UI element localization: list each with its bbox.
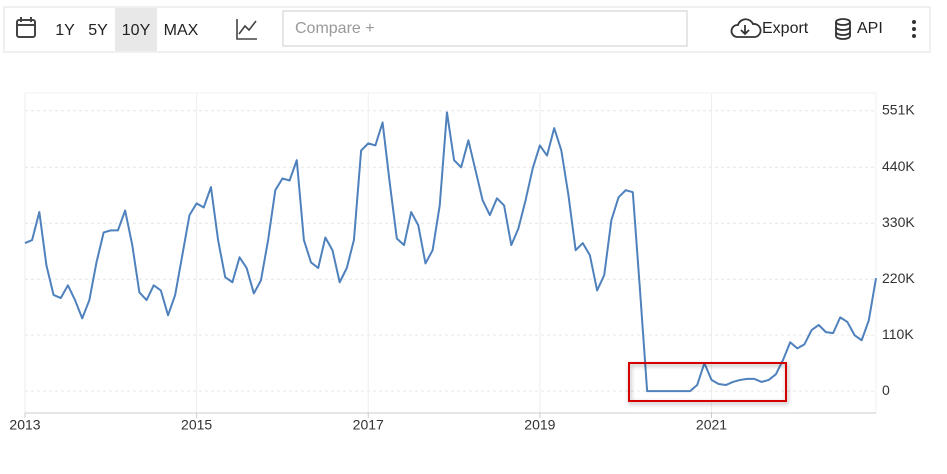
x-tick-label: 2013 <box>9 417 40 433</box>
active-range-bg <box>115 8 157 51</box>
y-tick-label: 220K <box>882 270 915 286</box>
y-tick-label: 0 <box>882 382 890 398</box>
highlight-box <box>628 362 787 402</box>
export-button[interactable]: Export <box>762 20 809 37</box>
range-button[interactable]: MAX <box>164 22 199 39</box>
range-button[interactable]: 10Y <box>122 22 151 39</box>
x-tick-label: 2017 <box>353 417 384 433</box>
toolbar: 1Y 5Y 10Y MAX Compare + Export API <box>3 6 931 53</box>
more-menu[interactable] <box>912 20 916 38</box>
y-tick-label: 110K <box>882 326 914 342</box>
y-tick-label: 440K <box>882 158 915 174</box>
y-tick-label: 330K <box>882 214 915 230</box>
x-tick-label: 2015 <box>181 417 212 433</box>
y-tick-label: 551K <box>882 102 915 118</box>
range-button[interactable]: 5Y <box>88 22 108 39</box>
plot-area: 0 110K 220K 330K 440K 551K 2013 2015 2017 2019 202… <box>9 92 915 433</box>
range-button[interactable]: 1Y <box>55 22 75 39</box>
x-tick-label: 2021 <box>696 417 727 433</box>
calendar-icon[interactable] <box>16 17 36 38</box>
api-icon[interactable] <box>835 18 851 40</box>
x-tick-label: 2019 <box>524 417 555 433</box>
data-line <box>24 111 877 393</box>
export-icon[interactable] <box>730 18 762 38</box>
compare-input[interactable] <box>282 10 688 47</box>
api-button[interactable]: API <box>857 20 883 37</box>
chart-type-icon[interactable] <box>236 19 257 40</box>
compare-placeholder: Compare + <box>295 20 375 37</box>
